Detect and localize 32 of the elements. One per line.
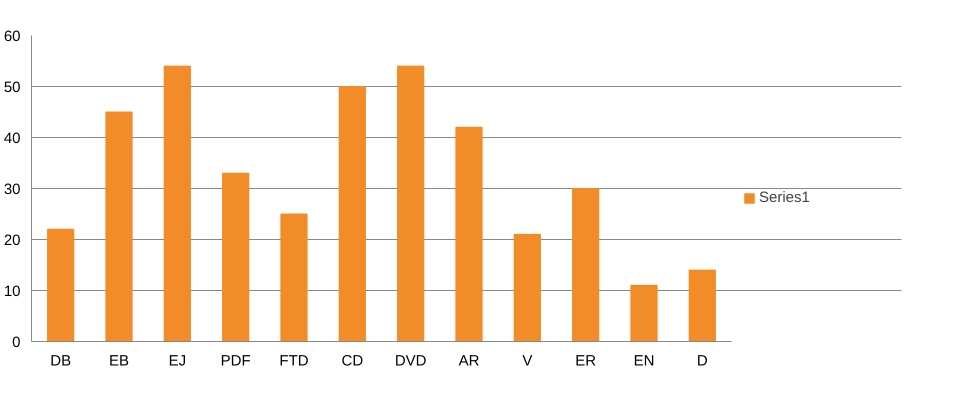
bar — [47, 228, 74, 342]
y-tick-label: 30 — [4, 181, 21, 198]
bar — [105, 112, 133, 342]
bar — [222, 172, 250, 342]
bar — [397, 66, 424, 342]
bar — [164, 66, 191, 342]
x-tick-label: CD — [342, 352, 364, 370]
x-tick-label: ER — [575, 352, 596, 370]
bar — [455, 126, 483, 342]
bar — [630, 284, 658, 342]
x-tick-label: PDF — [220, 352, 251, 370]
y-tick-label: 20 — [4, 232, 21, 249]
bar — [338, 86, 366, 342]
x-tick-label: EB — [108, 352, 130, 370]
y-tick-label: 0 — [12, 334, 20, 351]
legend-label: Series1 — [759, 189, 810, 206]
y-tick-label: 60 — [4, 28, 21, 45]
y-tick-label: 50 — [4, 79, 21, 96]
x-tick-label: EN — [634, 352, 654, 370]
x-tick-label: DB — [50, 352, 72, 370]
bar — [280, 214, 308, 342]
x-tick-label: EJ — [168, 352, 186, 370]
x-tick-label: V — [522, 352, 532, 370]
x-tick-label: FTD — [279, 352, 309, 370]
x-tick-label: D — [696, 352, 708, 370]
bar — [572, 188, 600, 342]
x-tick-label: AR — [458, 352, 480, 370]
bar — [688, 270, 716, 342]
bar — [514, 234, 541, 342]
y-tick-label: 10 — [4, 283, 21, 300]
y-tick-label: 40 — [4, 130, 21, 147]
x-tick-label: DVD — [394, 352, 427, 370]
